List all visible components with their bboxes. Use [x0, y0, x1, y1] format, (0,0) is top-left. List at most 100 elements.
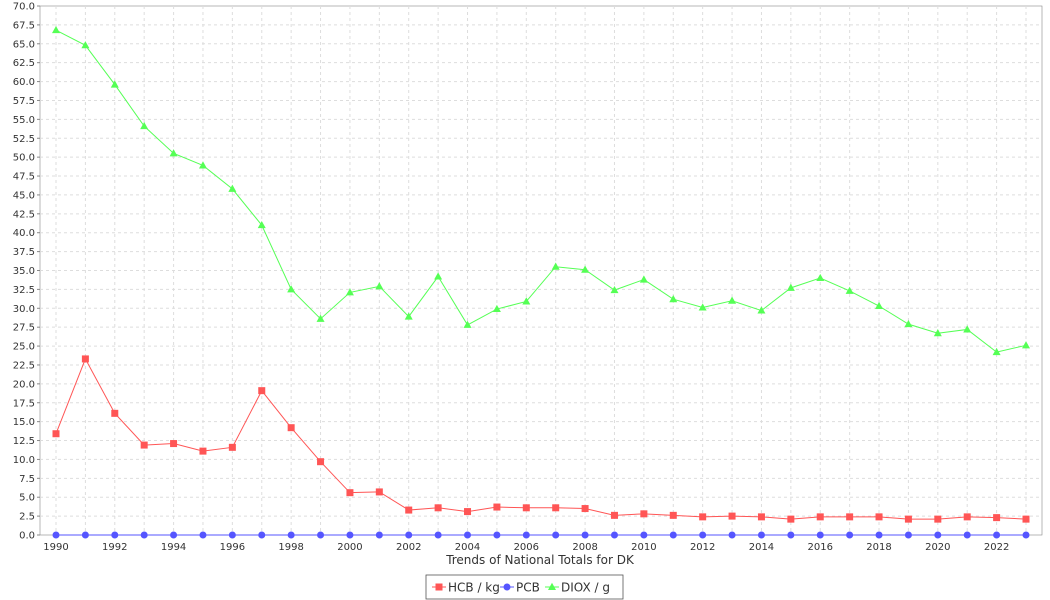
- y-tick-label: 52.5: [13, 134, 35, 145]
- legend-item: PCB: [500, 581, 540, 595]
- data-point: [963, 325, 972, 333]
- legend-marker: [435, 583, 443, 591]
- data-point: [787, 515, 795, 523]
- data-point: [963, 513, 971, 521]
- data-point: [228, 531, 236, 539]
- x-tick-label: 2008: [572, 542, 597, 553]
- data-point: [552, 531, 560, 539]
- x-tick-label: 2014: [749, 542, 774, 553]
- data-point: [81, 355, 89, 363]
- legend-item: HCB / kg: [432, 581, 500, 595]
- y-tick-label: 55.0: [13, 115, 35, 126]
- x-tick-label: 2004: [455, 542, 480, 553]
- legend-label: HCB / kg: [448, 581, 500, 595]
- data-point: [993, 514, 1001, 522]
- data-point: [1022, 515, 1030, 523]
- data-point: [728, 296, 737, 304]
- data-point: [170, 440, 178, 448]
- data-point: [404, 312, 413, 320]
- data-point: [199, 531, 207, 539]
- data-point: [816, 513, 824, 521]
- y-tick-label: 57.5: [13, 96, 35, 107]
- data-point: [434, 531, 442, 539]
- legend-label: PCB: [516, 581, 540, 595]
- data-point: [52, 430, 60, 438]
- grid-lines: [40, 6, 1042, 535]
- x-tick-label: 1992: [102, 542, 127, 553]
- data-point: [904, 319, 913, 328]
- data-point: [345, 288, 354, 296]
- y-tick-label: 67.5: [13, 20, 35, 31]
- data-point: [375, 488, 383, 496]
- data-point: [992, 347, 1001, 356]
- data-point: [434, 272, 443, 280]
- data-point: [845, 286, 854, 294]
- x-axis-title: Trends of National Totals for DK: [445, 553, 635, 567]
- data-point: [228, 184, 237, 192]
- data-point: [258, 531, 266, 539]
- data-point: [551, 262, 560, 270]
- x-tick-label: 1998: [278, 542, 303, 553]
- legend-marker: [503, 583, 511, 591]
- y-tick-label: 12.5: [13, 436, 35, 447]
- series-diox-g: [52, 25, 1030, 356]
- data-point: [81, 41, 90, 49]
- y-tick-label: 10.0: [13, 455, 35, 466]
- data-point: [610, 511, 618, 519]
- x-tick-label: 2012: [690, 542, 715, 553]
- data-point: [346, 531, 354, 539]
- data-point: [933, 329, 942, 337]
- y-tick-label: 70.0: [13, 2, 35, 13]
- data-point: [581, 531, 589, 539]
- data-point: [405, 506, 413, 514]
- y-tick-label: 65.0: [13, 39, 35, 50]
- y-tick-label: 47.5: [13, 172, 35, 183]
- data-point: [111, 531, 119, 539]
- data-point: [934, 531, 942, 539]
- data-point: [52, 25, 60, 34]
- x-tick-label: 2022: [984, 542, 1009, 553]
- data-point: [317, 458, 325, 466]
- x-tick-label: 2010: [631, 542, 656, 553]
- y-tick-label: 32.5: [13, 285, 35, 296]
- data-point: [522, 297, 531, 305]
- data-point: [669, 531, 677, 539]
- y-tick-label: 20.0: [13, 379, 35, 390]
- data-point: [346, 489, 354, 497]
- data-point: [492, 304, 501, 313]
- series-hcb-kg: [52, 355, 1030, 523]
- data-point: [111, 409, 119, 417]
- y-tick-label: 5.0: [19, 493, 35, 504]
- data-point: [699, 513, 707, 521]
- y-tick-label: 30.0: [13, 304, 35, 315]
- data-point: [875, 531, 883, 539]
- data-point: [522, 504, 530, 512]
- y-tick-label: 22.5: [13, 360, 35, 371]
- data-point: [639, 275, 648, 283]
- y-tick-label: 17.5: [13, 398, 35, 409]
- data-point: [787, 531, 795, 539]
- data-point: [81, 531, 89, 539]
- data-point: [757, 306, 766, 314]
- legend-item: DIOX / g: [545, 581, 610, 595]
- data-point: [846, 513, 854, 521]
- data-point: [875, 301, 884, 310]
- data-point: [757, 531, 765, 539]
- data-point: [140, 121, 149, 130]
- x-tick-label: 2020: [925, 542, 950, 553]
- data-point: [904, 531, 912, 539]
- data-point: [1022, 531, 1030, 539]
- data-point: [110, 80, 119, 88]
- data-point: [669, 511, 677, 519]
- data-point: [581, 505, 589, 513]
- data-point: [316, 314, 325, 322]
- data-point: [522, 531, 530, 539]
- series-pcb: [52, 531, 1030, 539]
- y-tick-label: 50.0: [13, 153, 35, 164]
- data-point: [375, 531, 383, 539]
- legend: HCB / kg PCB DIOX / g: [425, 574, 624, 600]
- data-point: [581, 265, 590, 273]
- y-tick-label: 25.0: [13, 342, 35, 353]
- data-point: [552, 504, 560, 512]
- y-tick-label: 0.0: [19, 531, 35, 542]
